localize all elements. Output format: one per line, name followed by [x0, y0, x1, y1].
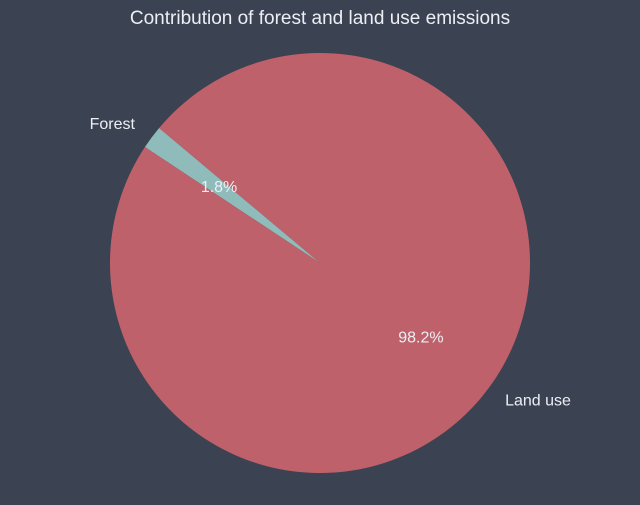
pie-slice-land-use [110, 52, 531, 473]
slice-percent-forest: 1.8% [201, 179, 237, 196]
slice-percent-land-use: 98.2% [398, 330, 443, 347]
slice-label-land-use: Land use [505, 392, 571, 409]
pie-slices [110, 52, 531, 473]
pie-slice-forest [144, 128, 320, 263]
slice-label-forest: Forest [90, 116, 136, 133]
chart-title: Contribution of forest and land use emis… [130, 8, 510, 29]
pie-labels: Forest 1.8% Land use 98.2% [90, 116, 571, 410]
